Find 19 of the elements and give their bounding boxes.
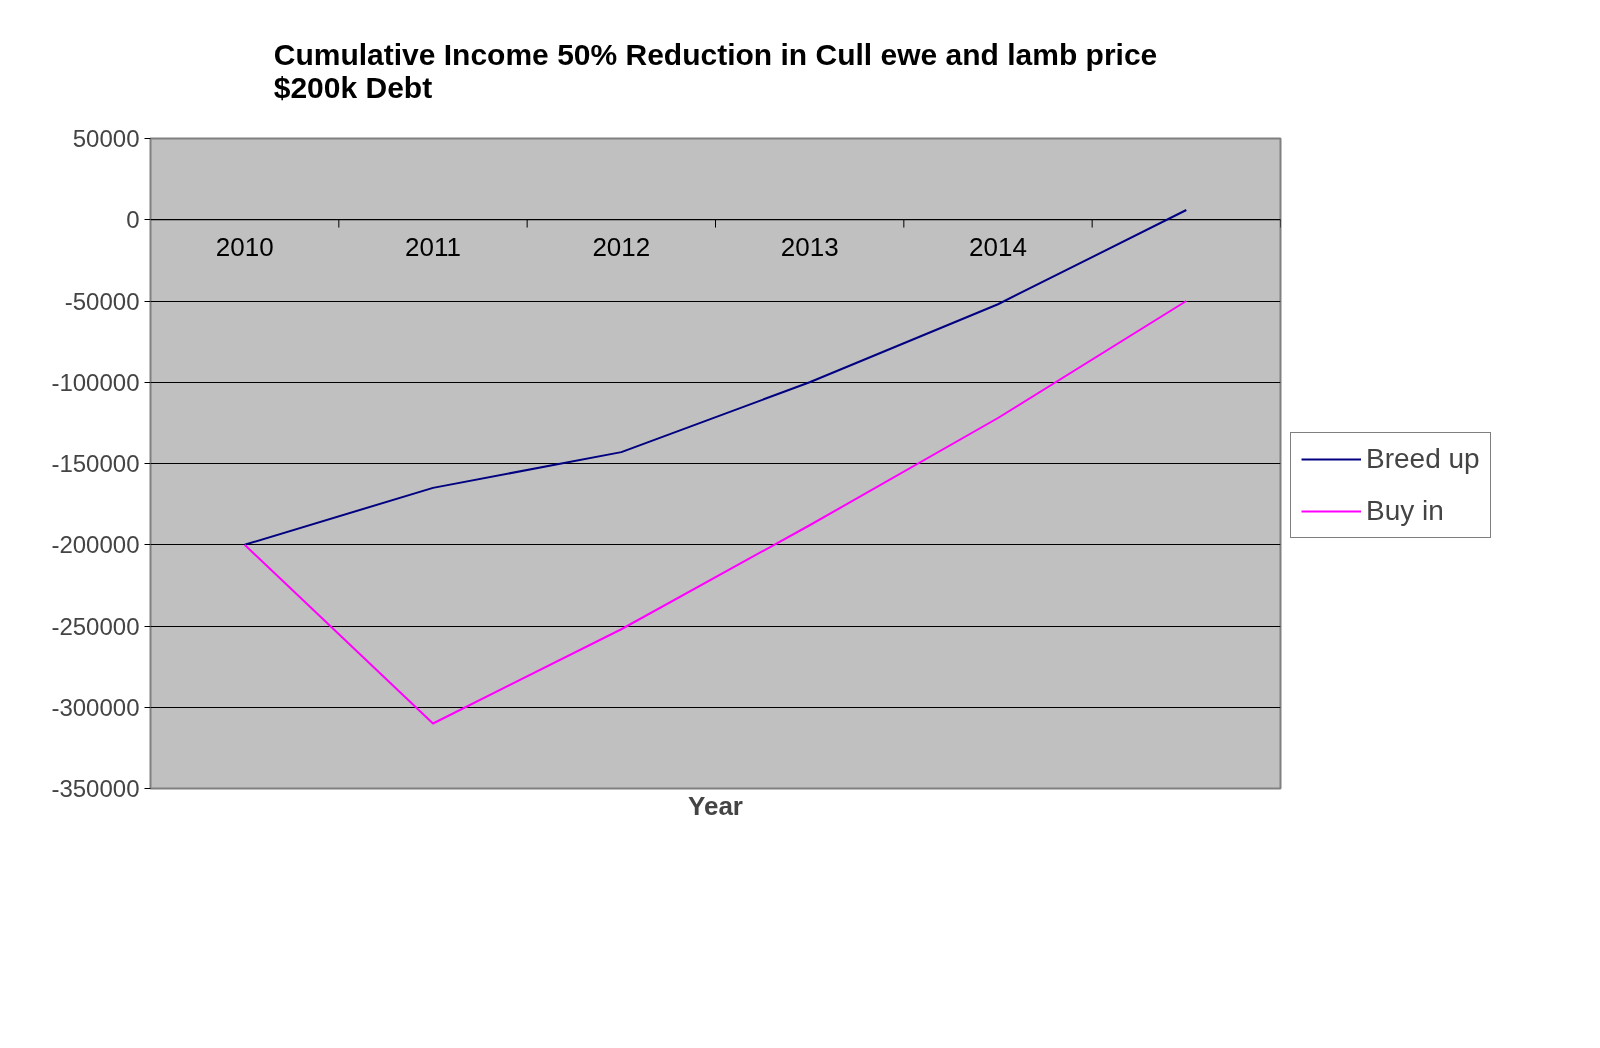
y-tick-label: -50000 xyxy=(64,287,140,315)
y-tick-label: -300000 xyxy=(51,693,140,721)
y-tick-label: -350000 xyxy=(51,775,140,802)
chart-title: Cumulative Income 50% Reduction in Cull ewe and lamb price $200k Debt xyxy=(273,37,1158,104)
line-series xyxy=(243,300,1188,725)
y-tick-label: -150000 xyxy=(51,450,140,477)
y-tick-label: -200000 xyxy=(51,531,140,559)
legend-label: Buy in xyxy=(1366,495,1444,527)
x-tick-label: 2010 xyxy=(215,231,274,262)
y-tick-label: -250000 xyxy=(51,612,140,640)
x-tick-label: 2013 xyxy=(780,231,839,262)
x-tick-label: 2014 xyxy=(969,231,1027,262)
y-tick-label: 50000 xyxy=(72,125,140,152)
x-tick-label: 2011 xyxy=(405,231,461,262)
y-tick-label: 0 xyxy=(126,206,140,234)
x-axis-title: Year xyxy=(688,790,743,821)
x-tick-label: 2012 xyxy=(592,231,651,262)
y-tick-label: -100000 xyxy=(51,368,140,396)
legend-label: Breed up xyxy=(1366,443,1480,475)
